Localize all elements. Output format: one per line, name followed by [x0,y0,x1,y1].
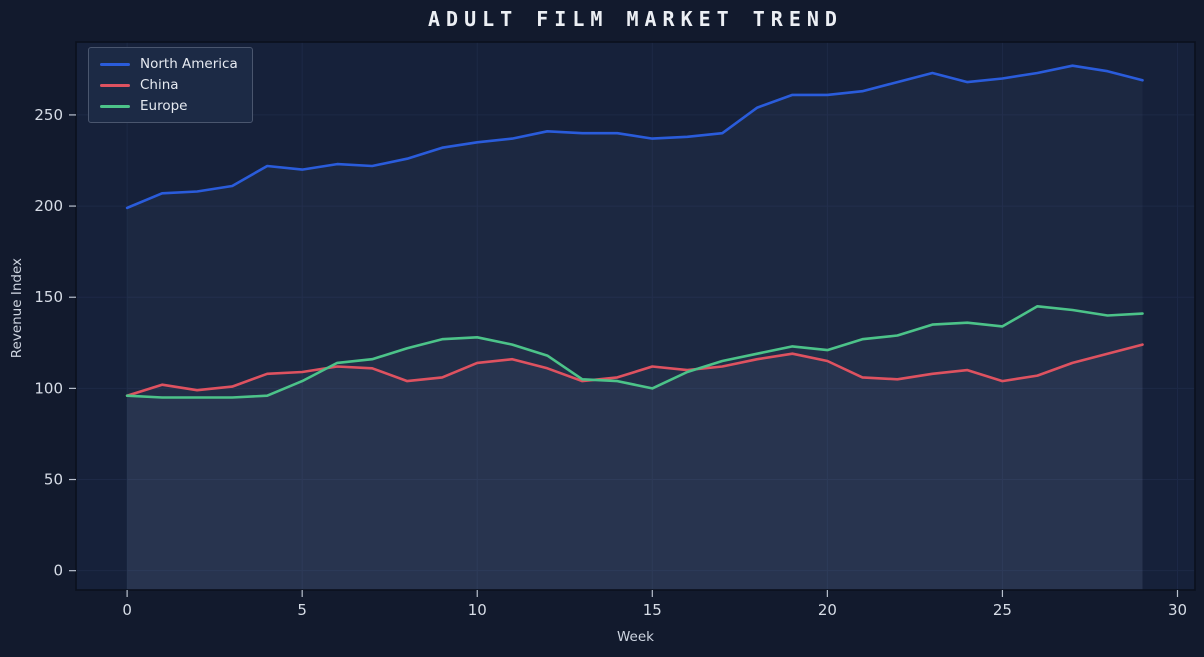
plot-area [76,42,1195,590]
x-tick-label: 25 [993,601,1012,619]
x-tick-label: 5 [297,601,307,619]
y-tick-label: 50 [44,471,63,489]
x-tick-label: 15 [643,601,662,619]
y-tick-label: 200 [34,197,63,215]
legend-label: China [140,77,179,93]
legend-item-europe: Europe [100,98,238,114]
legend-item-north-america: North America [100,56,238,72]
x-axis-label: Week [617,629,654,645]
x-tick-label: 30 [1168,601,1187,619]
legend-swatch-icon [100,83,130,87]
series-area-2 [127,306,1143,590]
axes-spines [75,41,1196,591]
legend-swatch-icon [100,62,130,66]
y-axis-label: Revenue Index [9,258,25,359]
y-tick-label: 0 [53,562,63,580]
legend-item-china: China [100,77,238,93]
y-tick-label: 250 [34,106,63,124]
x-tick-label: 20 [818,601,837,619]
legend-swatch-icon [100,104,130,108]
series-line-europe [125,304,1144,399]
legend-label: Europe [140,98,188,114]
x-tick-label: 10 [468,601,487,619]
tick-labels: 0 50 100 150 200 250 0 5 10 15 20 25 30 [34,106,1187,619]
y-tick-label: 100 [34,379,63,397]
series-area-0 [127,65,1143,590]
legend-label: North America [140,56,238,72]
gridlines [76,42,1195,590]
series-line-north-america [125,64,1144,210]
series-area-1 [127,344,1143,590]
chart-title: ADULT FILM MARKET TREND [428,7,843,31]
tick-marks [69,114,1179,597]
legend: North America China Europe [88,47,253,123]
series-line-china [125,343,1144,398]
x-tick-label: 0 [122,601,132,619]
y-tick-label: 150 [34,288,63,306]
